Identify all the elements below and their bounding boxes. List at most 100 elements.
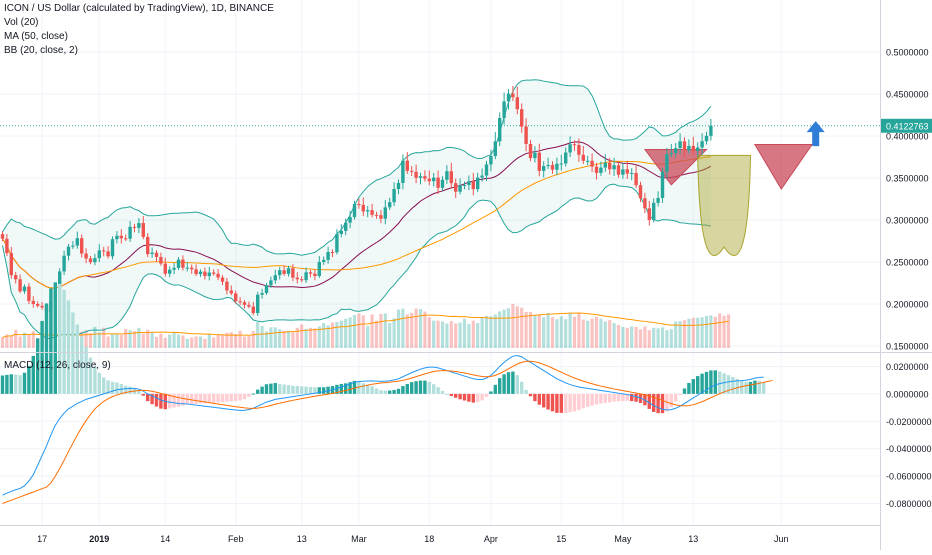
macd-histogram-bar: [229, 393, 233, 402]
macd-histogram-bar: [273, 383, 277, 394]
volume-bar: [590, 318, 594, 348]
volume-bar: [674, 321, 678, 348]
volume-bar: [471, 320, 475, 348]
macd-histogram-bar: [115, 382, 119, 394]
macd-histogram-bar: [392, 389, 396, 394]
macd-histogram-bar: [242, 393, 247, 400]
macd-histogram-bar: [181, 393, 185, 406]
candle-body: [304, 272, 308, 281]
macd-histogram-bar: [696, 376, 700, 394]
candle-body: [27, 286, 31, 301]
volume-bar: [634, 326, 638, 348]
volume-bar: [163, 337, 167, 348]
volume-bar: [278, 329, 282, 348]
macd-histogram-bar: [234, 393, 238, 402]
volume-bar: [234, 334, 238, 348]
time-tick-label: May: [614, 534, 632, 544]
macd-histogram-bar: [88, 357, 93, 394]
macd-histogram-bar: [528, 393, 533, 397]
candle-body: [282, 270, 286, 274]
volume-bar: [229, 332, 233, 348]
volume-bar: [594, 316, 599, 348]
volume-bar: [339, 320, 343, 348]
candle-body: [339, 230, 343, 234]
volume-bar: [317, 326, 321, 348]
volume-bar: [564, 319, 568, 348]
macd-histogram-bar: [80, 336, 84, 394]
volume-bar: [198, 336, 203, 348]
volume-bar: [493, 314, 497, 348]
volume-bar: [14, 329, 18, 348]
volume-bar: [207, 334, 211, 348]
candle-body: [440, 179, 445, 188]
candle-body: [102, 250, 106, 252]
candle-body: [370, 210, 374, 215]
macd-histogram-bar: [458, 393, 462, 400]
candle-body: [533, 152, 537, 159]
candle-body: [58, 271, 62, 290]
time-tick-label: Mar: [351, 534, 367, 544]
volume-bar: [141, 333, 145, 348]
macd-histogram-bar: [106, 380, 110, 394]
candle-body: [36, 303, 40, 306]
volume-bar: [106, 336, 110, 348]
macd-histogram-bar: [49, 288, 53, 394]
candle-body: [220, 277, 225, 282]
candle-body: [106, 251, 110, 257]
candle-body: [194, 269, 198, 275]
volume-bar: [181, 335, 185, 348]
volume-bar: [146, 329, 150, 348]
volume-bar: [110, 334, 115, 348]
candle-body: [190, 267, 194, 270]
volume-bar: [383, 313, 387, 348]
candle-body: [357, 204, 361, 206]
macd-histogram-bar: [304, 386, 308, 394]
macd-histogram-bar: [577, 393, 581, 411]
volume-bar: [678, 321, 682, 348]
volume-bar: [291, 332, 295, 348]
volume-bar: [308, 327, 313, 348]
macd-histogram-bar: [709, 370, 713, 394]
macd-histogram-bar: [370, 386, 374, 394]
macd-histogram-bar: [269, 383, 273, 394]
candle-body: [313, 273, 317, 276]
candle-body: [203, 271, 207, 277]
volume-bar: [660, 327, 665, 348]
macd-tick-label: -0.0800000: [886, 499, 932, 509]
candle-body: [542, 166, 546, 171]
price-tick-label: 0.1500000: [886, 342, 929, 352]
macd-histogram-bar: [44, 303, 49, 394]
macd-histogram-bar: [502, 374, 506, 394]
macd-histogram-bar: [427, 381, 431, 394]
volume-bar: [687, 318, 691, 348]
candle-body: [374, 214, 379, 216]
price-tick-label: 0.3000000: [886, 216, 929, 226]
macd-histogram-bar: [110, 381, 115, 394]
macd-histogram-bar: [176, 393, 181, 407]
volume-bar: [251, 331, 255, 348]
candle-body: [489, 156, 493, 165]
macd-histogram-bar: [559, 393, 563, 413]
macd-histogram-bar: [445, 393, 449, 395]
volume-bar: [366, 325, 370, 348]
candle-body: [168, 269, 172, 274]
volume-bar: [102, 327, 106, 348]
candle-body: [432, 177, 436, 182]
legend-macd: MACD (12, 26, close, 9): [4, 360, 111, 371]
candle-body: [678, 141, 682, 149]
volume-bar: [348, 317, 352, 348]
macd-histogram-bar: [511, 371, 515, 394]
volume-bar: [454, 323, 458, 348]
candle-body: [546, 164, 550, 167]
volume-bar: [542, 317, 546, 348]
candle-body: [704, 135, 709, 142]
macd-histogram-bar: [295, 386, 299, 394]
volume-bar: [194, 336, 198, 348]
volume-bar: [282, 330, 286, 348]
macd-histogram-bar: [476, 393, 480, 403]
macd-histogram-bar: [555, 393, 559, 413]
price-tick-label: 0.4500000: [886, 90, 929, 100]
volume-bar: [555, 319, 559, 348]
